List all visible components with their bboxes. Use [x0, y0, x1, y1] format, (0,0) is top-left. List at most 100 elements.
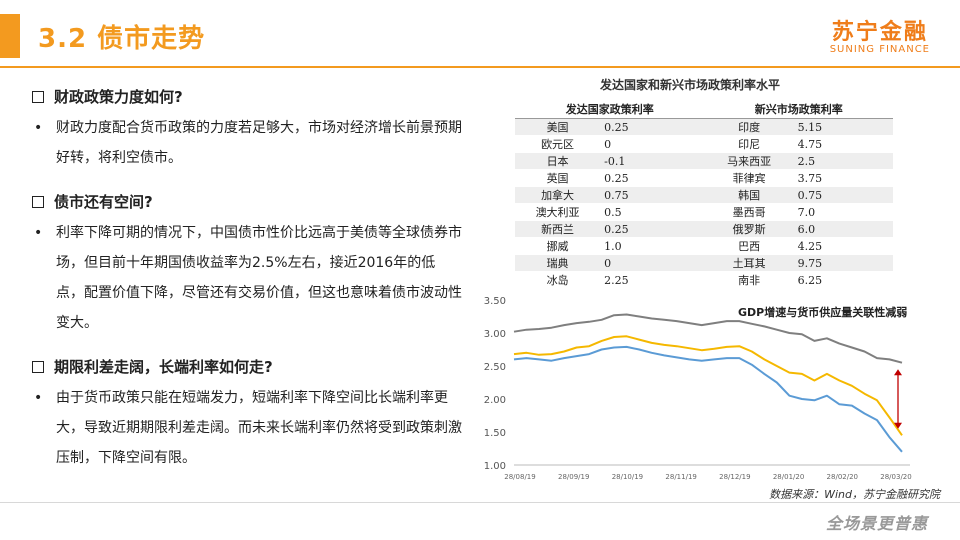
series-line-gray	[513, 313, 903, 364]
emerging-rate-cell: 0.75	[793, 186, 893, 204]
developed-rate-cell: -0.1	[600, 152, 705, 170]
checkbox-icon	[32, 195, 44, 208]
section-heading-text: 财政政策力度如何?	[54, 88, 183, 106]
developed-country-cell: 加拿大	[515, 186, 601, 204]
checkbox-icon	[32, 90, 44, 103]
developed-rate-cell: 0	[600, 254, 705, 272]
table-row: 新西兰 0.25 俄罗斯 6.0	[515, 220, 893, 238]
x-tick-label: 28/03/20	[880, 473, 911, 481]
table-row: 瑞典 0 土耳其 9.75	[515, 254, 893, 272]
developed-rate-cell: 1.0	[600, 237, 705, 255]
table-title: 发达国家和新兴市场政策利率水平	[600, 78, 781, 92]
emerging-rate-cell: 4.75	[793, 135, 893, 153]
emerging-rate-cell: 7.0	[793, 203, 893, 221]
section-term-spread: 期限利差走阔，长端利率如何走? • 由于货币政策只能在短端发力，短端利率下降空间…	[32, 356, 462, 473]
y-tick-label: 3.50	[484, 296, 506, 307]
developed-rate-cell: 0.25	[600, 169, 705, 187]
x-tick-label: 28/10/19	[612, 473, 643, 481]
emerging-country-cell: 菲律宾	[704, 169, 794, 187]
analysis-text: 财政政策力度如何? • 财政力度配合货币政策的力度若足够大，市场对经济增长前景预…	[32, 86, 462, 491]
table-row: 欧元区 0 印尼 4.75	[515, 135, 893, 153]
table-row: 挪威 1.0 巴西 4.25	[515, 237, 893, 255]
emerging-country-cell: 俄罗斯	[704, 220, 794, 238]
header-emerging: 新兴市场政策利率	[704, 100, 893, 119]
emerging-rate-cell: 6.0	[793, 220, 893, 238]
emerging-country-cell: 韩国	[704, 186, 794, 204]
section-bond-space: 债市还有空间? • 利率下降可期的情况下，中国债市性价比远高于美债等全球债券市场…	[32, 191, 462, 338]
x-tick-label: 28/09/19	[558, 473, 589, 481]
developed-country-cell: 美国	[515, 118, 601, 136]
table-row: 英国 0.25 菲律宾 3.75	[515, 169, 893, 187]
x-tick-label: 28/11/19	[665, 473, 696, 481]
page-title: 3.2 债市走势	[38, 24, 206, 54]
x-tick-label: 28/12/19	[719, 473, 750, 481]
developed-rate-cell: 0.5	[600, 203, 705, 221]
bullet-text: 由于货币政策只能在短端发力，短端利率下降空间比长端利率更大，导致近期期限利差走阔…	[56, 390, 462, 466]
bullet-dot-icon: •	[34, 120, 43, 136]
section-heading: 财政政策力度如何?	[32, 86, 462, 107]
emerging-rate-cell: 5.15	[793, 118, 893, 136]
footer-divider	[0, 502, 960, 503]
section-heading-text: 期限利差走阔，长端利率如何走?	[54, 358, 273, 376]
section-heading: 债市还有空间?	[32, 191, 462, 212]
x-tick-label: 28/08/19	[504, 473, 535, 481]
series-line-blue	[513, 345, 903, 453]
developed-country-cell: 新西兰	[515, 220, 601, 238]
yield-line-chart: 3.50 3.00 2.50 2.00 1.50 1.00 28/08/19 28/09/1…	[484, 296, 912, 481]
emerging-rate-cell: 9.75	[793, 254, 893, 272]
emerging-country-cell: 印尼	[704, 135, 794, 153]
y-tick-label: 3.00	[484, 329, 506, 340]
table-body: 美国 0.25 印度 5.15 欧元区 0 印尼 4.75 日本 -0.1 马来西亚 2.5 英国 0.2…	[515, 118, 893, 289]
footer-slogan: 全场景更普惠	[825, 514, 928, 533]
section-heading-text: 债市还有空间?	[54, 193, 153, 211]
developed-country-cell: 挪威	[515, 237, 601, 255]
developed-rate-cell: 0	[600, 135, 705, 153]
developed-country-cell: 英国	[515, 169, 601, 187]
developed-country-cell: 冰岛	[515, 271, 601, 289]
bullet-dot-icon: •	[34, 225, 43, 241]
y-tick-label: 1.50	[484, 428, 506, 439]
table-row: 加拿大 0.75 韩国 0.75	[515, 186, 893, 204]
bullet-dot-icon: •	[34, 390, 43, 406]
emerging-rate-cell: 2.5	[793, 152, 893, 170]
x-tick-label: 28/02/20	[827, 473, 858, 481]
developed-country-cell: 瑞典	[515, 254, 601, 272]
header-developed: 发达国家政策利率	[515, 100, 705, 119]
table-header-row: 发达国家政策利率 新兴市场政策利率	[515, 100, 893, 119]
checkbox-icon	[32, 360, 44, 373]
arrow-head-up	[894, 369, 902, 376]
chart-title: GDP增速与货币供应量关联性减弱	[738, 305, 907, 319]
bullet-text: 财政力度配合货币政策的力度若足够大，市场对经济增长前景预期好转，将利空债市。	[56, 120, 462, 166]
developed-rate-cell: 2.25	[600, 271, 705, 289]
emerging-rate-cell: 6.25	[793, 271, 893, 289]
x-tick-label: 28/01/20	[773, 473, 804, 481]
section-fiscal: 财政政策力度如何? • 财政力度配合货币政策的力度若足够大，市场对经济增长前景预…	[32, 86, 462, 173]
arrow-head-down	[894, 422, 902, 429]
data-source: 数据来源：Wind，苏宁金融研究院	[769, 488, 940, 501]
table-row: 日本 -0.1 马来西亚 2.5	[515, 152, 893, 170]
x-axis: 28/08/19 28/09/19 28/10/19 28/11/19 28/12/19…	[504, 473, 911, 481]
developed-country-cell: 日本	[515, 152, 601, 170]
emerging-rate-cell: 3.75	[793, 169, 893, 187]
y-tick-label: 2.00	[484, 395, 506, 406]
logo-cn-text: 苏宁金融	[831, 20, 928, 45]
spread-arrow	[894, 369, 902, 429]
y-axis: 3.50 3.00 2.50 2.00 1.50 1.00	[484, 296, 506, 472]
table-row: 美国 0.25 印度 5.15	[515, 118, 893, 136]
series-line-yellow	[513, 335, 903, 436]
bullet-item: • 利率下降可期的情况下，中国债市性价比远高于美债等全球债券市场，但目前十年期国…	[32, 218, 462, 338]
developed-rate-cell: 0.25	[600, 118, 705, 136]
emerging-country-cell: 墨西哥	[704, 203, 794, 221]
bullet-text: 利率下降可期的情况下，中国债市性价比远高于美债等全球债券市场，但目前十年期国债收…	[56, 225, 462, 331]
emerging-country-cell: 马来西亚	[704, 152, 794, 170]
y-tick-label: 2.50	[484, 362, 506, 373]
policy-rate-table: 发达国家政策利率 新兴市场政策利率 美国 0.25 印度 5.15 欧元区 0 印尼 4.75…	[515, 100, 893, 289]
emerging-country-cell: 南非	[704, 271, 794, 289]
table-row: 冰岛 2.25 南非 6.25	[515, 271, 893, 289]
y-tick-label: 1.00	[484, 461, 506, 472]
bullet-item: • 由于货币政策只能在短端发力，短端利率下降空间比长端利率更大，导致近期期限利差…	[32, 383, 462, 473]
brand-logo: 苏宁金融 SUNING FINANCE	[830, 14, 930, 55]
header-divider	[0, 66, 960, 68]
section-heading: 期限利差走阔，长端利率如何走?	[32, 356, 462, 377]
series-layer	[513, 313, 903, 453]
